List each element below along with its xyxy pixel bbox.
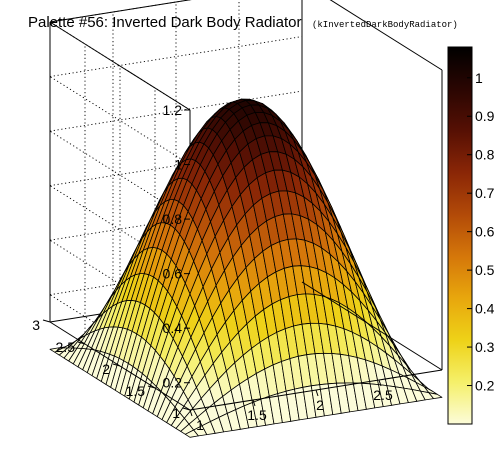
y-tick: [112, 363, 121, 367]
y-tick-label: 1.5: [126, 383, 146, 399]
chart-title: Palette #56: Inverted Dark Body Radiator: [28, 14, 302, 31]
x-tick: [378, 379, 382, 387]
z-tick-label: 1: [174, 157, 182, 173]
colorbar-scale: [447, 46, 473, 425]
z-gridline: [49, 90, 303, 132]
x-tick-label: 1: [196, 417, 204, 433]
axis-ticks: 0.2 0.4 0.6 0.8 1 1.2 1 1.5 2 2.5 1 1.5 2 2.5 3: [32, 102, 393, 433]
colorbar-tick-label: 0.6: [475, 224, 495, 240]
x-tick: [315, 389, 319, 397]
colorbar: 0.2 0.3 0.4 0.5 0.6 0.7 0.8 0.9 1: [447, 46, 495, 425]
z-gridline: [49, 21, 191, 111]
z-tick-label: 0.2: [163, 375, 183, 391]
y-tick-label: 2.5: [56, 339, 76, 355]
z-gridline: [49, 254, 303, 296]
chart-subtitle: (kInvertedDarkBodyRadiator): [312, 20, 458, 30]
colorbar-tick-label: 1: [475, 70, 483, 86]
x-tick-label: 1.5: [247, 407, 267, 423]
colorbar-tick-label: 0.7: [475, 185, 495, 201]
y-tick: [42, 319, 51, 323]
y-tick-label: 2: [102, 361, 110, 377]
y-tick: [182, 407, 191, 411]
colorbar-tick-label: 0.2: [475, 378, 495, 394]
colorbar-tick-label: 0.3: [475, 339, 495, 355]
colorbar-tick-label: 0.4: [475, 301, 495, 317]
y-tick: [147, 385, 156, 389]
x-tick: [189, 409, 193, 417]
y-tick-label: 3: [32, 317, 40, 333]
y-tick-label: 1: [172, 405, 180, 421]
z-tick-label: 0.4: [163, 320, 183, 336]
x-tick-label: 2: [316, 397, 324, 413]
z-tick-label: 1.2: [163, 102, 183, 118]
colorbar-tick-label: 0.9: [475, 108, 495, 124]
z-gridline: [49, 36, 303, 77]
colorbar-tick-label: 0.8: [475, 147, 495, 163]
surface-mesh: [49, 98, 443, 438]
z-tick-label: 0.6: [163, 266, 183, 282]
z-gridline: [49, 145, 303, 187]
surface-cell: [428, 392, 443, 400]
z-gridline: [49, 0, 192, 23]
frame-edge: [301, 281, 443, 371]
y-tick: [77, 341, 86, 345]
frame-edge: [329, 0, 443, 71]
x-tick-label: 2.5: [373, 387, 393, 403]
x-tick: [252, 399, 256, 407]
colorbar-tick-label: 0.5: [475, 262, 495, 278]
z-gridline: [49, 76, 191, 165]
z-tick-label: 0.8: [163, 211, 183, 227]
frame-edge: [49, 21, 191, 111]
z-gridline: [49, 199, 303, 241]
